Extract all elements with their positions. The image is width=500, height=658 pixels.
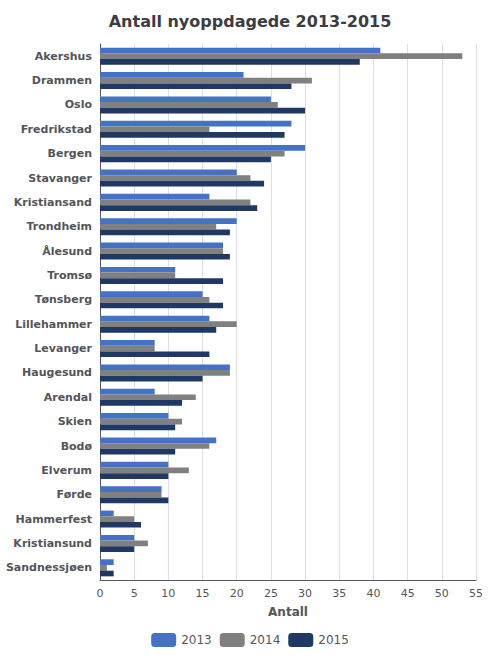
- svg-text:20: 20: [230, 587, 244, 600]
- svg-text:5: 5: [131, 587, 138, 600]
- svg-text:Arendal: Arendal: [44, 391, 92, 404]
- svg-text:Bodø: Bodø: [61, 440, 93, 453]
- svg-text:50: 50: [435, 587, 449, 600]
- svg-text:Antall nyoppdagede 2013-2015: Antall nyoppdagede 2013-2015: [109, 12, 392, 31]
- svg-text:Elverum: Elverum: [41, 464, 92, 477]
- svg-text:Tønsberg: Tønsberg: [35, 293, 92, 306]
- svg-text:Ålesund: Ålesund: [42, 245, 92, 258]
- svg-text:15: 15: [196, 587, 210, 600]
- svg-text:Oslo: Oslo: [65, 98, 93, 111]
- svg-text:Bergen: Bergen: [48, 147, 92, 160]
- svg-text:Kristiansand: Kristiansand: [14, 196, 92, 209]
- svg-text:Hammerfest: Hammerfest: [16, 513, 93, 526]
- svg-text:2014: 2014: [250, 633, 281, 647]
- svg-text:40: 40: [366, 587, 380, 600]
- svg-text:Akershus: Akershus: [35, 50, 93, 63]
- svg-text:Haugesund: Haugesund: [22, 366, 92, 379]
- svg-text:Kristiansund: Kristiansund: [13, 537, 92, 550]
- svg-text:Tromsø: Tromsø: [47, 269, 92, 282]
- svg-text:Antall: Antall: [268, 605, 308, 619]
- svg-text:55: 55: [469, 587, 483, 600]
- svg-text:25: 25: [264, 587, 278, 600]
- svg-text:Drammen: Drammen: [32, 74, 92, 87]
- svg-text:Trondheim: Trondheim: [26, 220, 92, 233]
- svg-text:Stavanger: Stavanger: [28, 172, 92, 185]
- svg-text:Førde: Førde: [57, 488, 92, 501]
- svg-text:Fredrikstad: Fredrikstad: [21, 123, 92, 136]
- svg-text:35: 35: [332, 587, 346, 600]
- svg-text:2013: 2013: [181, 633, 212, 647]
- svg-text:Lillehammer: Lillehammer: [15, 318, 92, 331]
- svg-text:10: 10: [161, 587, 175, 600]
- svg-text:Skien: Skien: [58, 415, 92, 428]
- svg-text:0: 0: [97, 587, 104, 600]
- svg-text:30: 30: [298, 587, 312, 600]
- svg-text:Levanger: Levanger: [34, 342, 92, 355]
- svg-text:Sandnessjøen: Sandnessjøen: [6, 561, 92, 574]
- svg-text:45: 45: [401, 587, 415, 600]
- svg-text:2015: 2015: [318, 633, 349, 647]
